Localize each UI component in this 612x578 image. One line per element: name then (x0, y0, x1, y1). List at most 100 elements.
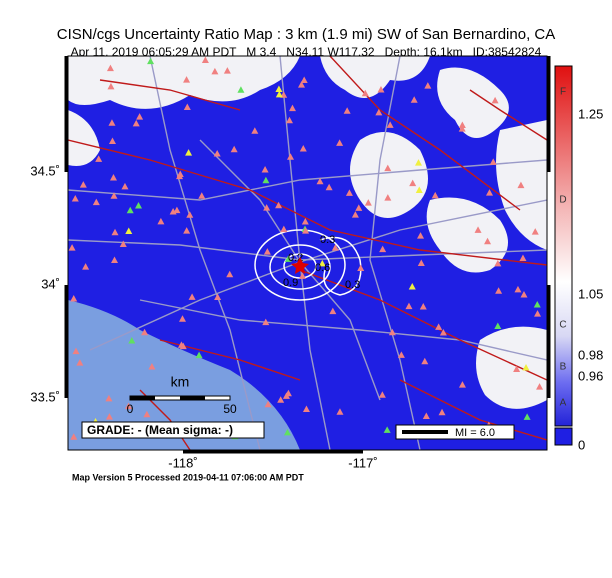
station (355, 204, 363, 211)
station (128, 336, 136, 344)
station (302, 227, 310, 234)
station (384, 164, 392, 172)
station (201, 56, 209, 64)
station (109, 174, 117, 181)
station (284, 255, 292, 262)
station (176, 172, 184, 180)
station (148, 362, 156, 370)
station (435, 323, 443, 330)
station (275, 201, 283, 209)
station (230, 145, 238, 153)
colorbar-value: 0.96 (578, 368, 603, 383)
station (343, 107, 351, 114)
station (410, 96, 418, 103)
station (494, 259, 502, 267)
colorbar-value: 1.25 (578, 106, 603, 121)
station (316, 177, 324, 185)
scale-tick: 50 (223, 402, 237, 416)
scale-unit: km (171, 374, 190, 390)
station (486, 189, 494, 196)
station (405, 302, 413, 310)
footer: Map Version 5 Processed 2019-04-11 07:06… (72, 472, 304, 482)
station (185, 149, 193, 156)
station (223, 67, 231, 74)
station (71, 195, 79, 202)
title: CISN/cgs Uncertainty Ratio Map : 3 km (1… (57, 26, 556, 43)
station (494, 322, 502, 329)
station (178, 315, 186, 322)
station (119, 240, 127, 248)
station (458, 125, 466, 132)
station (263, 204, 271, 211)
station (262, 318, 270, 326)
station (474, 226, 482, 233)
colorbar-value: 0 (578, 437, 585, 452)
station (132, 119, 140, 127)
lat-label: 34.5˚ (30, 163, 60, 178)
station (495, 287, 503, 294)
station (364, 199, 372, 206)
lon-label: -118˚ (168, 455, 197, 470)
station (522, 363, 530, 371)
colorbar-grade: B (560, 362, 567, 373)
station (125, 227, 133, 235)
station (262, 176, 270, 184)
colorbar-grade: C (559, 320, 566, 331)
station (536, 383, 544, 390)
station (186, 211, 194, 218)
station (379, 245, 387, 253)
station (329, 307, 337, 315)
station (106, 64, 114, 72)
station (439, 328, 447, 336)
station (121, 182, 129, 190)
station (214, 293, 222, 300)
station (533, 301, 541, 308)
station (386, 121, 394, 128)
station (280, 225, 288, 233)
colorbar-value: 1.05 (578, 286, 603, 301)
lon-label: -117˚ (348, 455, 377, 470)
station (95, 155, 103, 162)
map-frame (67, 55, 548, 451)
station (409, 179, 417, 187)
station (263, 248, 271, 255)
station (136, 113, 144, 120)
station (534, 310, 542, 317)
station (275, 85, 283, 93)
station (157, 217, 165, 225)
station (108, 137, 116, 145)
ocean (68, 300, 300, 450)
station (375, 108, 383, 116)
station (415, 186, 423, 194)
station (336, 408, 344, 415)
station (458, 381, 466, 388)
station (70, 295, 78, 302)
station (519, 254, 527, 262)
station (72, 347, 80, 355)
station (458, 121, 466, 128)
station (357, 264, 365, 272)
station (82, 263, 90, 270)
station (424, 82, 432, 89)
station (298, 272, 306, 279)
station (491, 96, 499, 104)
station (421, 357, 429, 365)
station (211, 67, 219, 75)
map-area: 0.3 0.2 0.9 0.6 0.3 km 0 50 GRADE: - (Me… (68, 56, 547, 450)
station (226, 270, 234, 278)
station (126, 206, 134, 214)
station (105, 413, 113, 420)
scale-tick: 0 (127, 402, 134, 416)
station (92, 198, 100, 206)
station (531, 228, 539, 235)
faults (68, 56, 547, 450)
station (302, 405, 310, 412)
contour-label: 0.3 (345, 279, 360, 291)
station (298, 81, 306, 88)
station (517, 181, 525, 189)
lat-label: 34˚ (41, 276, 60, 291)
station (283, 428, 291, 436)
station (345, 189, 353, 196)
station (361, 89, 369, 97)
